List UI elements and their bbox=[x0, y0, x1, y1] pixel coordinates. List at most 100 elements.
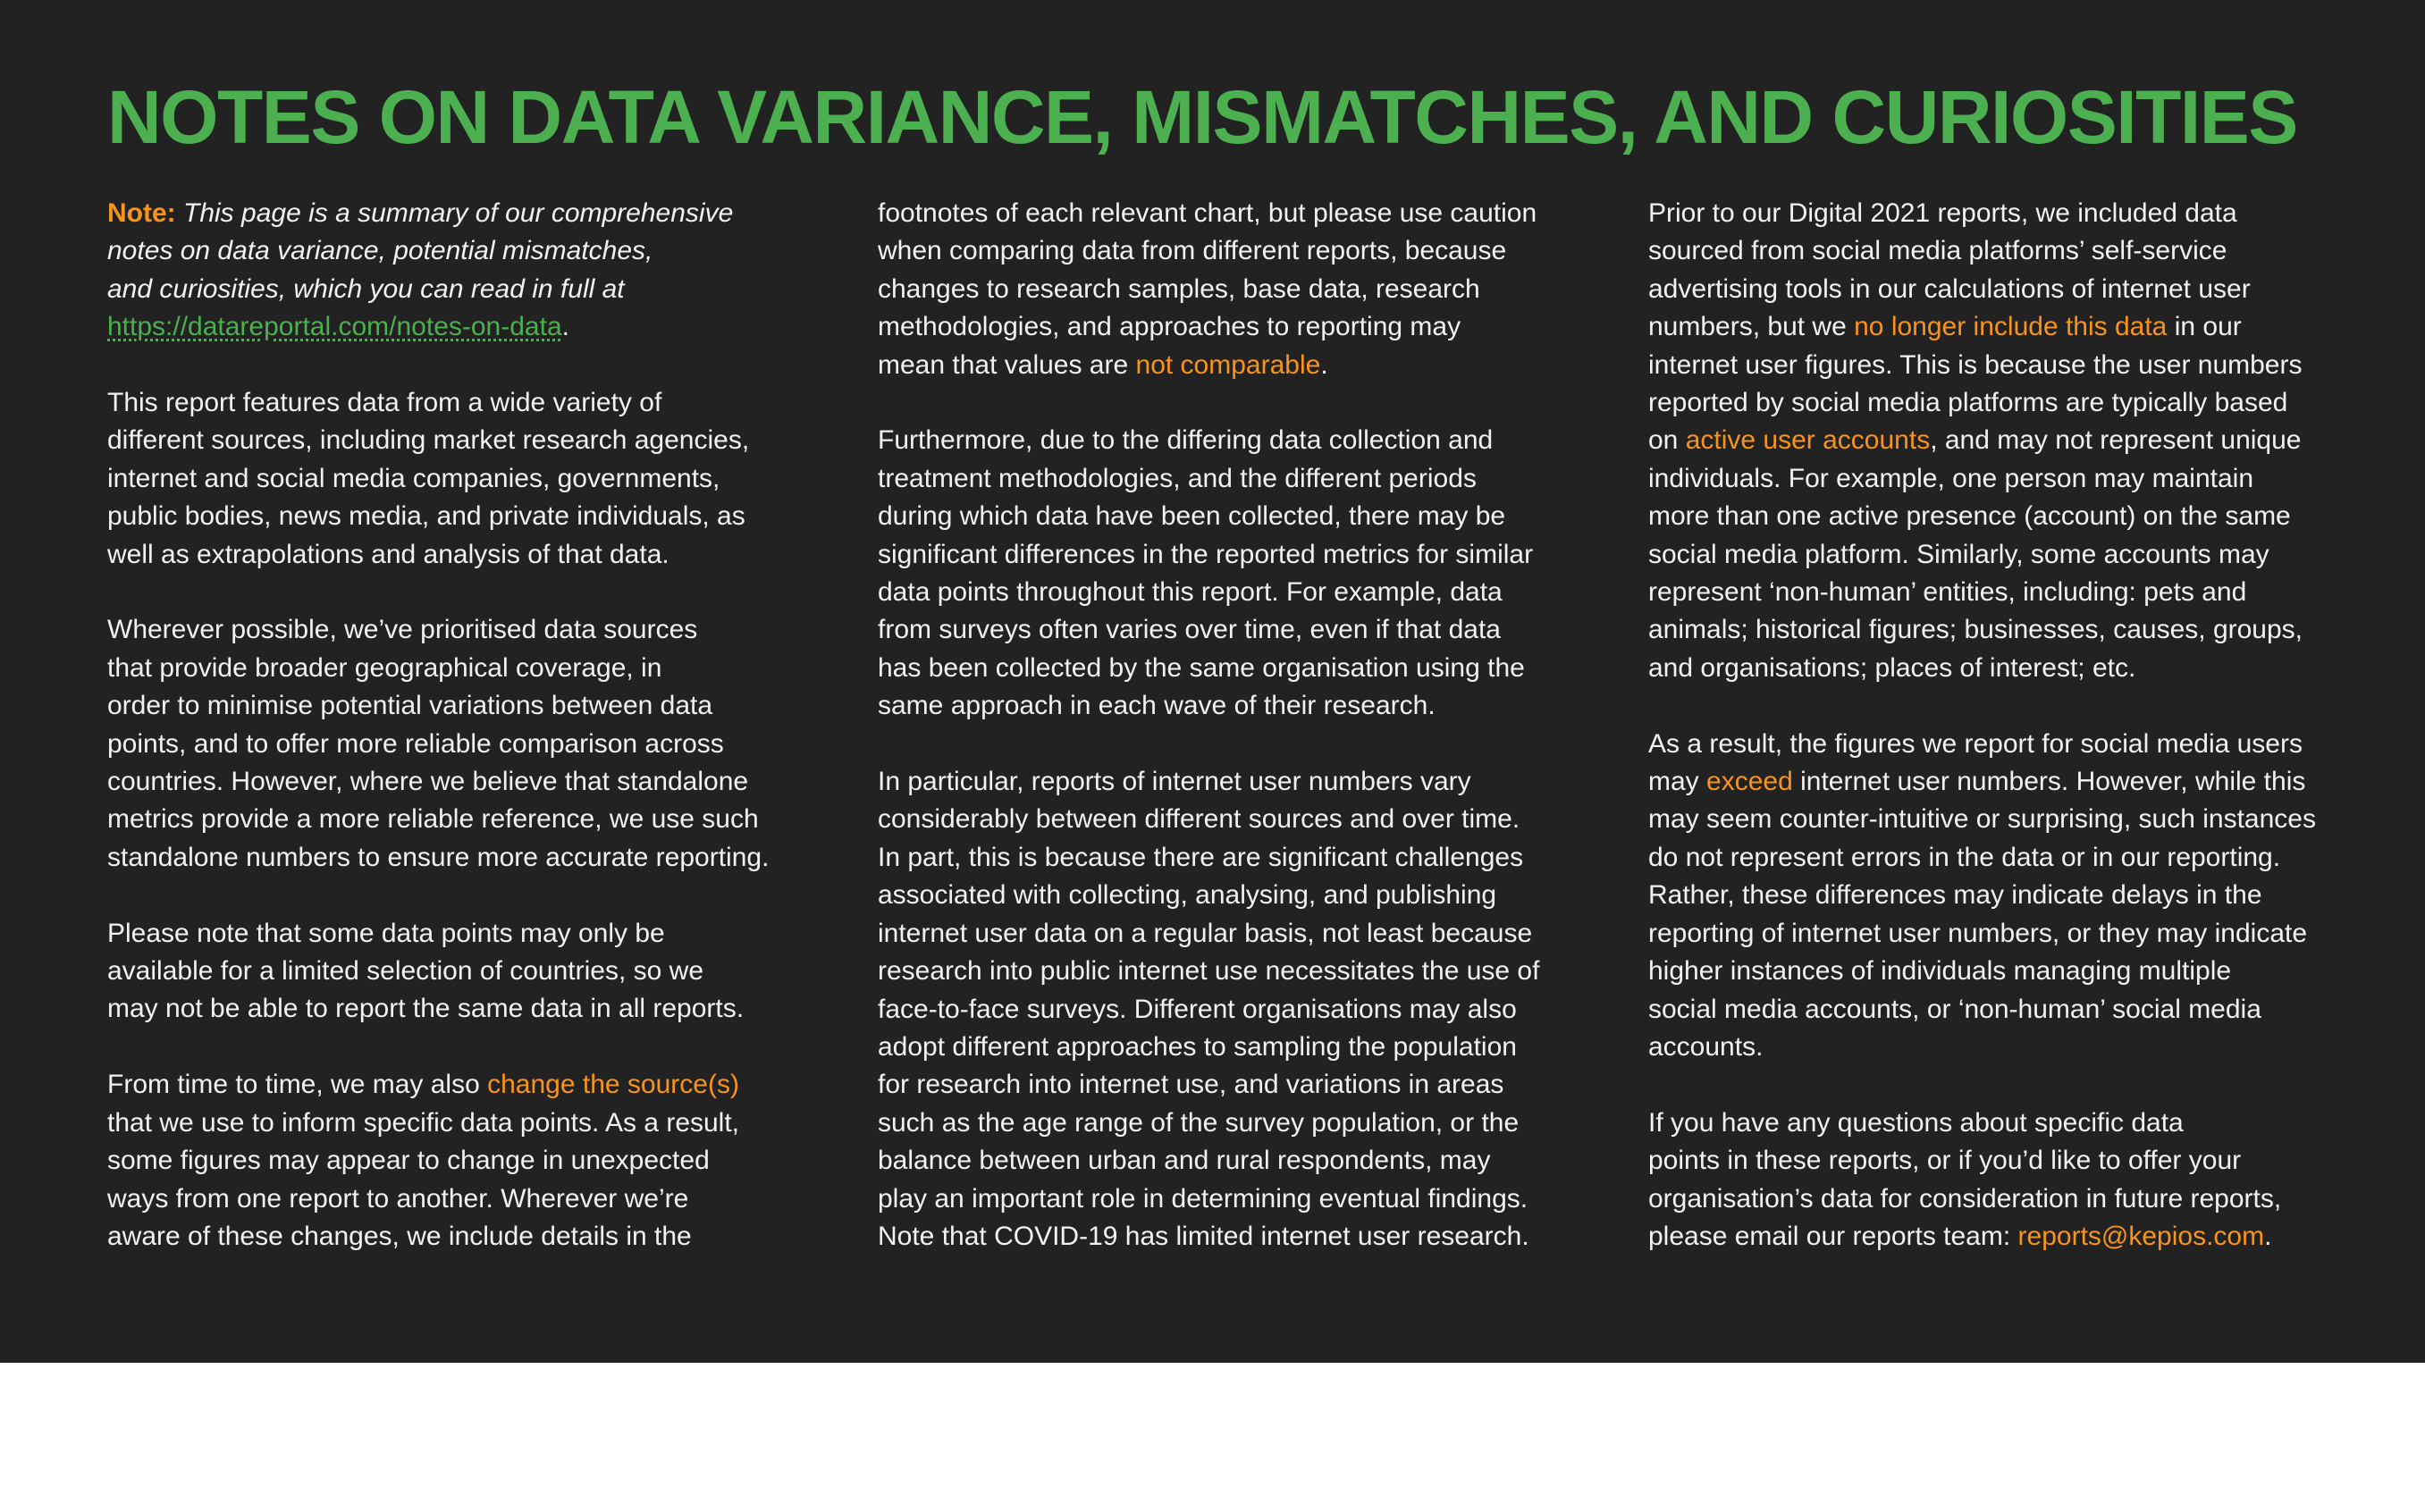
text-segment: please email our reports team: bbox=[1648, 1221, 2018, 1251]
paragraph-change-source: From time to time, we may also change th… bbox=[107, 1066, 804, 1256]
text-line: data points throughout this report. For … bbox=[878, 577, 1503, 608]
text-line: more than one active presence (account) … bbox=[1648, 501, 2291, 532]
text-segment: , and may not represent unique bbox=[1930, 425, 2302, 456]
punctuation: . bbox=[2264, 1221, 2272, 1251]
text-line: This report features data from a wide va… bbox=[107, 388, 662, 418]
text-line: reporting of internet user numbers, or t… bbox=[1648, 918, 2308, 948]
text-line: may not be able to report the same data … bbox=[107, 994, 745, 1024]
highlight-exceed: exceed bbox=[1706, 767, 1793, 797]
paragraph-social-media-data: Prior to our Digital 2021 reports, we in… bbox=[1648, 195, 2345, 687]
paragraph-internet-users: In particular, reports of internet user … bbox=[878, 763, 1575, 1256]
text-line: balance between urban and rural responde… bbox=[878, 1146, 1491, 1176]
text-line: that provide broader geographical covera… bbox=[107, 652, 662, 683]
text-line: standalone numbers to ensure more accura… bbox=[107, 842, 770, 872]
text-line: Rather, these differences may indicate d… bbox=[1648, 880, 2262, 911]
text-line: associated with collecting, analysing, a… bbox=[878, 880, 1497, 911]
text-line: treatment methodologies, and the differe… bbox=[878, 463, 1477, 493]
text-segment: internet user numbers. However, while th… bbox=[1792, 767, 2306, 797]
text-segment: From time to time, we may also bbox=[107, 1070, 488, 1100]
highlight-change-source: change the source(s) bbox=[487, 1070, 739, 1100]
text-line: adopt different approaches to sampling t… bbox=[878, 1031, 1517, 1062]
text-line: considerably between different sources a… bbox=[878, 804, 1520, 835]
text-line: internet user figures. This is because t… bbox=[1648, 349, 2303, 380]
text-line: methodologies, and approaches to reporti… bbox=[878, 312, 1461, 342]
text-line: well as extrapolations and analysis of t… bbox=[107, 539, 669, 569]
highlight-no-longer-include: no longer include this data bbox=[1854, 312, 2168, 342]
text-segment: may bbox=[1648, 767, 1707, 797]
text-line: ways from one report to another. Whereve… bbox=[107, 1183, 689, 1214]
text-segment: in our bbox=[2167, 312, 2242, 342]
text-line: public bodies, news media, and private i… bbox=[107, 501, 745, 532]
text-line: If you have any questions about specific… bbox=[1648, 1107, 2184, 1138]
text-line: do not represent errors in the data or i… bbox=[1648, 842, 2281, 872]
text-line: and organisations; places of interest; e… bbox=[1648, 652, 2136, 683]
text-line: Wherever possible, we’ve prioritised dat… bbox=[107, 615, 698, 645]
text-line: aware of these changes, we include detai… bbox=[107, 1221, 692, 1251]
text-segment: on bbox=[1648, 425, 1686, 456]
text-column-right: Prior to our Digital 2021 reports, we in… bbox=[1648, 195, 2345, 1256]
text-line: significant differences in the reported … bbox=[878, 539, 1534, 569]
text-line: points, and to offer more reliable compa… bbox=[107, 728, 724, 759]
page-title: NOTES ON DATA VARIANCE, MISMATCHES, AND … bbox=[107, 75, 2298, 159]
text-line: advertising tools in our calculations of… bbox=[1648, 273, 2251, 304]
text-line: footnotes of each relevant chart, but pl… bbox=[878, 198, 1537, 228]
text-line: during which data have been collected, t… bbox=[878, 501, 1506, 532]
text-line: such as the age range of the survey popu… bbox=[878, 1107, 1520, 1138]
text-line: countries. However, where we believe tha… bbox=[107, 767, 749, 797]
text-segment: mean that values are bbox=[878, 349, 1136, 380]
text-line: social media accounts, or ‘non-human’ so… bbox=[1648, 994, 2261, 1024]
text-line: animals; historical figures; businesses,… bbox=[1648, 615, 2303, 645]
text-line: internet user data on a regular basis, n… bbox=[878, 918, 1533, 948]
text-line: social media platform. Similarly, some a… bbox=[1648, 539, 2269, 569]
text-line: for research into internet use, and vari… bbox=[878, 1070, 1504, 1100]
text-line: available for a limited selection of cou… bbox=[107, 956, 704, 987]
text-line: accounts. bbox=[1648, 1031, 1764, 1062]
text-line: internet and social media companies, gov… bbox=[107, 463, 720, 493]
text-line: Prior to our Digital 2021 reports, we in… bbox=[1648, 198, 2237, 228]
note-text: and curiosities, which you can read in f… bbox=[107, 273, 625, 304]
text-line: reported by social media platforms are t… bbox=[1648, 388, 2288, 418]
text-line: represent ‘non-human’ entities, includin… bbox=[1648, 577, 2247, 608]
paragraph-limited-selection: Please note that some data points may on… bbox=[107, 915, 804, 1029]
text-line: may seem counter-intuitive or surprising… bbox=[1648, 804, 2316, 835]
text-line: some figures may appear to change in une… bbox=[107, 1146, 710, 1176]
paragraph-footnotes: footnotes of each relevant chart, but pl… bbox=[878, 195, 1575, 384]
text-line: points in these reports, or if you’d lik… bbox=[1648, 1146, 2242, 1176]
text-line: has been collected by the same organisat… bbox=[878, 652, 1525, 683]
text-line: when comparing data from different repor… bbox=[878, 236, 1507, 266]
text-line: from surveys often varies over time, eve… bbox=[878, 615, 1501, 645]
text-line: higher instances of individuals managing… bbox=[1648, 956, 2232, 987]
text-line: In part, this is because there are signi… bbox=[878, 842, 1524, 872]
reports-email-link[interactable]: reports@kepios.com bbox=[2017, 1221, 2265, 1251]
text-segment: numbers, but we bbox=[1648, 312, 1855, 342]
paragraph-methodologies: Furthermore, due to the differing data c… bbox=[878, 422, 1575, 725]
paragraph-contact: If you have any questions about specific… bbox=[1648, 1105, 2345, 1256]
text-line: In particular, reports of internet user … bbox=[878, 767, 1471, 797]
text-line: same approach in each wave of their rese… bbox=[878, 691, 1436, 721]
paragraph-exceed: As a result, the figures we report for s… bbox=[1648, 726, 2345, 1067]
highlight-not-comparable: not comparable bbox=[1135, 349, 1321, 380]
text-line: that we use to inform specific data poin… bbox=[107, 1107, 740, 1138]
text-line: order to minimise potential variations b… bbox=[107, 691, 713, 721]
notes-on-data-link[interactable]: https://datareportal.com/notes-on-data bbox=[107, 312, 562, 342]
text-line: sourced from social media platforms’ sel… bbox=[1648, 236, 2227, 266]
text-line: different sources, including market rese… bbox=[107, 425, 750, 456]
punctuation: . bbox=[1320, 349, 1328, 380]
note-text: notes on data variance, potential mismat… bbox=[107, 236, 653, 266]
slide: NOTES ON DATA VARIANCE, MISMATCHES, AND … bbox=[0, 0, 2425, 1363]
text-line: research into public internet use necess… bbox=[878, 956, 1540, 987]
text-line: Note that COVID-19 has limited internet … bbox=[878, 1221, 1529, 1251]
text-column-left: Note: This page is a summary of our comp… bbox=[107, 195, 804, 1256]
punctuation: . bbox=[561, 312, 569, 342]
text-line: face-to-face surveys. Different organisa… bbox=[878, 994, 1517, 1024]
note-label: Note: bbox=[107, 198, 176, 228]
text-line: play an important role in determining ev… bbox=[878, 1183, 1528, 1214]
paragraph-prioritised-sources: Wherever possible, we’ve prioritised dat… bbox=[107, 611, 804, 877]
text-line: Please note that some data points may on… bbox=[107, 918, 665, 948]
text-column-middle: footnotes of each relevant chart, but pl… bbox=[878, 195, 1575, 1256]
text-line: organisation’s data for consideration in… bbox=[1648, 1183, 2282, 1214]
highlight-active-user-accounts: active user accounts bbox=[1685, 425, 1931, 456]
note-text: This page is a summary of our comprehens… bbox=[183, 198, 734, 228]
note-paragraph: Note: This page is a summary of our comp… bbox=[107, 195, 804, 347]
paragraph-data-sources: This report features data from a wide va… bbox=[107, 384, 804, 574]
